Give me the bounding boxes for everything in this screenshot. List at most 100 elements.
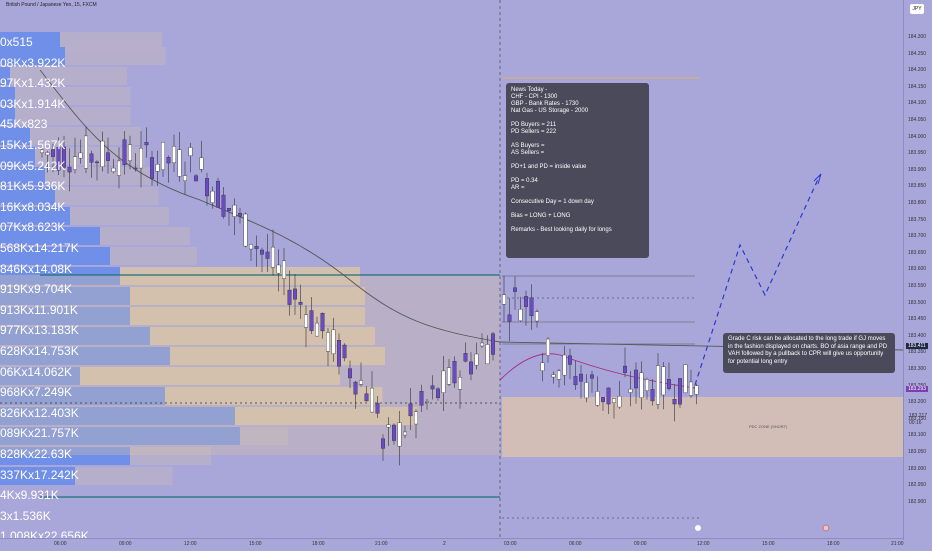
- candle-body: [105, 152, 110, 161]
- price-tick: 184.200: [908, 67, 927, 74]
- profile-bar-tan: [60, 32, 162, 50]
- profile-bar-blue: [0, 87, 15, 105]
- profile-bar-tan: [45, 167, 152, 185]
- news-line: AR =: [511, 185, 525, 191]
- candle-body: [331, 329, 336, 355]
- symbol-title: British Pound / Japanese Yen, 15, FXCM: [6, 2, 97, 8]
- candle-body: [535, 311, 540, 322]
- candle-body: [375, 402, 380, 414]
- candle-body: [628, 388, 633, 393]
- candle-body: [639, 372, 644, 398]
- time-tick: 18:00: [827, 541, 840, 547]
- candle-body: [72, 156, 77, 170]
- candle-body: [221, 194, 226, 217]
- profile-bar-blue: [0, 127, 30, 145]
- time-axis[interactable]: [0, 538, 903, 551]
- profile-bar-tan: [10, 67, 127, 85]
- candle-body: [226, 207, 231, 211]
- candle-body: [89, 153, 94, 163]
- price-tick: 183.650: [908, 249, 927, 256]
- time-tick: 21:00: [891, 541, 904, 547]
- candle-body: [116, 160, 121, 176]
- time-tick: 09:00: [119, 541, 132, 547]
- profile-bar-blue: [0, 387, 165, 405]
- candle-body: [177, 149, 182, 177]
- pdc-zone-label: PDC ZONE (SHORT): [749, 424, 788, 429]
- candle-body: [463, 353, 468, 362]
- news-line: PD = 0.34: [511, 178, 538, 184]
- profile-bar-tan: [110, 247, 197, 265]
- volume-profile-label: 089Kx21.757K: [0, 426, 79, 441]
- candle-body: [51, 149, 56, 157]
- candle-body: [122, 139, 127, 165]
- profile-bar-blue: [0, 367, 80, 385]
- news-line: News Today -: [511, 87, 548, 93]
- candle-body: [590, 374, 595, 379]
- profile-bar-blue: [0, 287, 130, 305]
- volume-profile-label: 97Kx1.432K: [0, 76, 66, 91]
- candle-body: [160, 141, 165, 170]
- news-line: [511, 157, 644, 164]
- time-tick: 09:00: [634, 541, 647, 547]
- candle-body: [689, 381, 694, 396]
- news-line: PD+1 and PD = inside value: [511, 164, 587, 170]
- candle-body: [584, 382, 589, 399]
- candle-body: [414, 411, 419, 425]
- time-tick: 12:00: [697, 541, 710, 547]
- candle-body: [40, 149, 45, 153]
- profile-bar-tan: [65, 47, 166, 65]
- profile-bar-blue: [0, 227, 100, 245]
- price-tick: 183.800: [908, 200, 927, 206]
- candle-body: [634, 369, 639, 389]
- price-tick: 183.350: [908, 349, 927, 356]
- candle-body: [458, 377, 463, 390]
- candle-body: [62, 146, 67, 168]
- candle-body: [133, 167, 138, 170]
- profile-bar-tan: [80, 367, 340, 385]
- news-line: [511, 115, 644, 122]
- time-tick: 18:00: [312, 541, 325, 547]
- candle-body: [513, 287, 518, 292]
- profile-bar-tan: [130, 447, 211, 465]
- volume-profile-label: 03Kx1.914K: [0, 96, 66, 111]
- candle-body: [199, 157, 204, 170]
- news-line: [511, 206, 644, 213]
- price-tick: 183.100: [908, 432, 927, 439]
- price-tick: 183.050: [908, 449, 927, 455]
- currency-badge[interactable]: JPY: [910, 4, 924, 14]
- candle-body: [342, 344, 347, 359]
- candle-body: [111, 167, 116, 172]
- candle-body: [507, 314, 512, 322]
- risk-note[interactable]: Grade C risk can be allocated to the lon…: [723, 333, 895, 373]
- time-tick: 21:00: [375, 541, 388, 547]
- news-note[interactable]: News Today - CHF - CPI - 1300 GBP - Bank R…: [506, 83, 649, 258]
- news-line: [511, 192, 644, 199]
- candle-body: [237, 213, 242, 217]
- volume-profile-label: 846Kx14.08K: [0, 261, 73, 276]
- profile-bar-blue: [0, 467, 75, 485]
- candle-body: [83, 135, 88, 169]
- profile-bar-tan: [165, 387, 383, 405]
- price-tick: 183.600: [908, 266, 927, 273]
- price-tick: 184.250: [908, 50, 927, 57]
- price-tick: 183.150: [908, 415, 927, 422]
- profile-bar-blue: [0, 147, 35, 165]
- time-tick: 03:00: [504, 541, 517, 547]
- price-axis[interactable]: [903, 0, 932, 540]
- candle-body: [304, 314, 309, 328]
- profile-bar-blue: [0, 347, 170, 365]
- candle-body: [524, 296, 529, 307]
- candle-body: [617, 395, 622, 408]
- price-tick: 182.950: [908, 482, 927, 489]
- price-tick: 183.000: [908, 465, 927, 472]
- moving-average: [39, 69, 904, 351]
- candle-body: [656, 365, 661, 405]
- candle-body: [204, 178, 209, 197]
- news-line: Consecutive Day = 1 down day: [511, 199, 594, 205]
- volume-profile-label: 568Kx14.217K: [0, 241, 79, 255]
- candle-body: [243, 213, 248, 247]
- candle-body: [282, 260, 287, 279]
- candle-body: [171, 146, 176, 164]
